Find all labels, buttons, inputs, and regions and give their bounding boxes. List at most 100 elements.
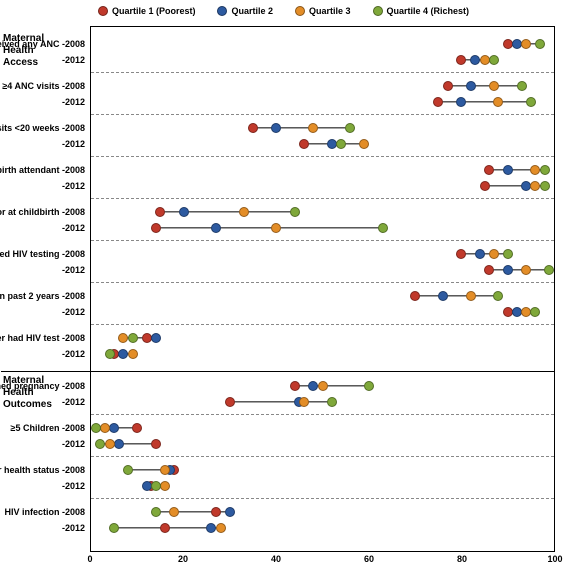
quartile-point (128, 333, 138, 343)
quartile-point (271, 223, 281, 233)
row-label: HIV test in past 2 years -2008 (0, 291, 91, 301)
indicator-row: HIV test in past 2 years -2008 (91, 289, 554, 303)
quartile-point (503, 265, 513, 275)
quartile-point (151, 223, 161, 233)
indicator-row: -2012 (91, 221, 554, 235)
row-label: Attended ≥4 ANC visits -2008 (0, 81, 91, 91)
indicator-row: -2012 (91, 395, 554, 409)
quartile-point (151, 507, 161, 517)
quartile-point (239, 207, 249, 217)
indicator-row: Offered HIV testing -2008 (91, 247, 554, 261)
group-separator (91, 114, 554, 115)
row-label: Skilled birth attendant -2008 (0, 165, 91, 175)
quartile-point (364, 381, 374, 391)
group-separator (91, 324, 554, 325)
quartile-point (225, 397, 235, 407)
quartile-point (169, 507, 179, 517)
row-label: -2012 (0, 223, 91, 233)
legend-item: Quartile 3 (295, 6, 351, 16)
legend-item: Quartile 1 (Poorest) (98, 6, 196, 16)
quartile-point (456, 55, 466, 65)
quartile-point (535, 39, 545, 49)
indicator-row: ≥5 Children -2008 (91, 421, 554, 435)
indicator-row: -2012 (91, 263, 554, 277)
quartile-point (336, 139, 346, 149)
indicator-row: ANC visits <20 weeks -2008 (91, 121, 554, 135)
quartile-point (521, 39, 531, 49)
indicator-row: HIV infection -2008 (91, 505, 554, 519)
quartile-point (540, 181, 550, 191)
row-label: -2012 (0, 349, 91, 359)
quartile-point (359, 139, 369, 149)
row-label: Never had HIV test -2008 (0, 333, 91, 343)
indicator-row: -2012 (91, 347, 554, 361)
quartile-point (540, 165, 550, 175)
quartile-point (475, 249, 485, 259)
quartile-point (410, 291, 420, 301)
quartile-point (109, 423, 119, 433)
group-separator (91, 282, 554, 283)
quartile-point (123, 465, 133, 475)
indicator-row: -2012 (91, 53, 554, 67)
quartile-point (433, 97, 443, 107)
quartile-point (105, 349, 115, 359)
quartile-point (100, 423, 110, 433)
quartile-point (327, 397, 337, 407)
quartile-point (211, 507, 221, 517)
quartile-point (489, 55, 499, 65)
quartile-point (484, 265, 494, 275)
quartile-point (248, 123, 258, 133)
quartile-point (160, 481, 170, 491)
quartile-point (128, 349, 138, 359)
quartile-point (151, 481, 161, 491)
quartile-point (526, 97, 536, 107)
legend-item: Quartile 2 (217, 6, 273, 16)
quartile-point (308, 123, 318, 133)
legend-item: Quartile 4 (Richest) (373, 6, 470, 16)
quartile-point (503, 249, 513, 259)
quartile-point (290, 207, 300, 217)
quartile-point (151, 333, 161, 343)
row-label: -2012 (0, 397, 91, 407)
quartile-point (489, 249, 499, 259)
range-line (438, 101, 531, 102)
row-label: Planned pregnancy -2008 (0, 381, 91, 391)
group-separator (91, 498, 554, 499)
quartile-point (456, 97, 466, 107)
group-separator (91, 72, 554, 73)
range-line (156, 227, 383, 228)
quartile-point (179, 207, 189, 217)
group-separator (91, 456, 554, 457)
row-label: Doctor at childbirth -2008 (0, 207, 91, 217)
range-line (295, 385, 369, 386)
group-separator (91, 198, 554, 199)
quartile-point (91, 423, 101, 433)
indicator-row: Doctor at childbirth -2008 (91, 205, 554, 219)
quartile-point (466, 81, 476, 91)
quartile-point (271, 123, 281, 133)
legend-dot (217, 6, 227, 16)
row-label: Offered HIV testing -2008 (0, 249, 91, 259)
quartile-point (318, 381, 328, 391)
row-label: -2012 (0, 481, 91, 491)
plot-area: MaternalHealthAccessReceived any ANC -20… (90, 26, 555, 552)
legend-dot (295, 6, 305, 16)
row-label: Received any ANC -2008 (0, 39, 91, 49)
row-label: -2012 (0, 181, 91, 191)
indicator-row: -2012 (91, 479, 554, 493)
indicator-row: Attended ≥4 ANC visits -2008 (91, 79, 554, 93)
range-line (230, 401, 332, 402)
quartile-point (517, 81, 527, 91)
quartile-point (544, 265, 554, 275)
range-line (448, 85, 522, 86)
range-line (489, 269, 549, 270)
quartile-point (114, 439, 124, 449)
quartile-point (443, 81, 453, 91)
quartile-point (345, 123, 355, 133)
quartile-point (489, 81, 499, 91)
quartile-point (484, 165, 494, 175)
indicator-row: Received any ANC -2008 (91, 37, 554, 51)
quartile-point (530, 307, 540, 317)
range-line (253, 127, 350, 128)
indicator-row: Planned pregnancy -2008 (91, 379, 554, 393)
